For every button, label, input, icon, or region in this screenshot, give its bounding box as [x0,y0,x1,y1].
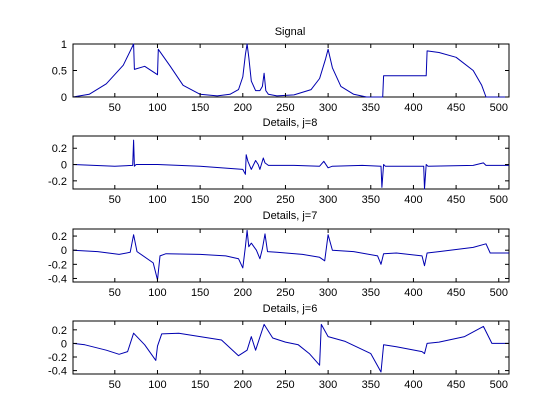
panel-2-y-tick-label: 0.2 [52,143,67,155]
panel-4-x-tick-label: 300 [319,379,337,391]
panel-1-series-line [72,43,509,98]
panel-4-x-tick-label: 100 [148,379,166,391]
panel-2-title: Details, j=8 [263,117,318,129]
panel-4-y-tick-label: -0.4 [48,366,67,378]
panel-3-x-tick-label: 250 [276,287,294,299]
panel-3-series-line [72,229,509,281]
panel-1-x-tick-label: 50 [109,102,121,114]
panel-3-x-tick-label: 400 [404,287,422,299]
panel-3-x-tick-label: 100 [148,287,166,299]
panel-2: 50 100 150 200 250 300 350 400 450 500 -0.2 0 0.2 [48,135,510,206]
panel-3-y-tick-label: -0.4 [48,273,67,285]
panel-2-x-tick-label: 350 [362,194,380,206]
panel-4-x-tick-label: 400 [404,379,422,391]
panel-2-x-tick-label: 400 [404,194,422,206]
panel-2-x-tick-label: 500 [490,194,508,206]
panel-4: 50 100 150 200 250 300 350 400 450 500 -0.4 -0.2 00.… [48,320,510,391]
panel-3-y-tick-label: 0.2 [52,231,67,243]
panel-4-x-tick-label: 500 [490,379,508,391]
panel-4-x-tick-label: 350 [362,379,380,391]
panel-1-x-tick-label: 150 [191,102,209,114]
panel-4-x-tick-label: 50 [109,379,121,391]
panel-3-y-tick-label: 0 [61,245,67,257]
panel-1-title: Signal [275,26,306,38]
panel-2-frame [72,135,510,190]
panel-1-y-tick-label: 0 [61,92,67,104]
panel-2-x-tick-label: 150 [191,194,209,206]
panel-1-x-tick-label: 300 [319,102,337,114]
panel-2-x-tick-label: 250 [276,194,294,206]
panel-3-title: Details, j=7 [263,210,318,222]
panel-3-y-tick-label: -0.2 [48,259,67,271]
panel-3-frame [72,228,510,283]
panel-3-x-tick-label: 450 [447,287,465,299]
panel-3-x-tick-label: 50 [109,287,121,299]
panel-1-y-tick-label: 0.5 [52,66,67,78]
panel-1-x-tick-label: 250 [276,102,294,114]
panel-2-x-tick-label: 100 [148,194,166,206]
panel-2-y-tick-label: 0 [61,160,67,172]
panel-2-x-tick-label: 300 [319,194,337,206]
panel-1-x-tick-label: 500 [490,102,508,114]
panel-4-x-tick-label: 450 [447,379,465,391]
panel-4-y-tick-label: -0.2 [48,352,67,364]
panel-3-x-tick-label: 350 [362,287,380,299]
panel-3: 50 100 150 200 250 300 350 400 450 500 -0.4 -0.2 0 0.… [48,228,510,299]
panel-2-x-tick-label: 50 [109,194,121,206]
panel-4-x-tick-label: 150 [191,379,209,391]
panel-1: 50 100 150 200 250 300 350 400 450 500 0 0.5 1 [52,39,510,114]
panel-4-x-tick-label: 250 [276,379,294,391]
panel-2-y-tick-label: -0.2 [48,176,67,188]
panel-1-y-tick-label: 1 [61,39,67,51]
panel-2-x-tick-label: 200 [234,194,252,206]
panel-3-x-tick-label: 300 [319,287,337,299]
panel-3-x-tick-label: 200 [234,287,252,299]
panel-1-x-tick-label: 400 [404,102,422,114]
panel-2-x-tick-label: 450 [447,194,465,206]
panel-4-y-tick-label: 0.2 [52,325,67,337]
panel-1-x-tick-label: 450 [447,102,465,114]
panel-4-title: Details, j=6 [263,303,318,315]
panel-1-x-tick-label: 350 [362,102,380,114]
panel-1-x-tick-label: 100 [148,102,166,114]
panel-3-x-tick-label: 150 [191,287,209,299]
panel-4-x-tick-label: 200 [234,379,252,391]
panel-4-y-tick-label: 0 [61,338,67,350]
panel-1-x-tick-label: 200 [234,102,252,114]
panel-4-series-line [72,323,509,373]
panel-2-series-line [72,139,509,190]
panel-3-x-tick-label: 500 [490,287,508,299]
panel-4-frame [72,320,510,375]
panel-1-frame [72,43,510,98]
